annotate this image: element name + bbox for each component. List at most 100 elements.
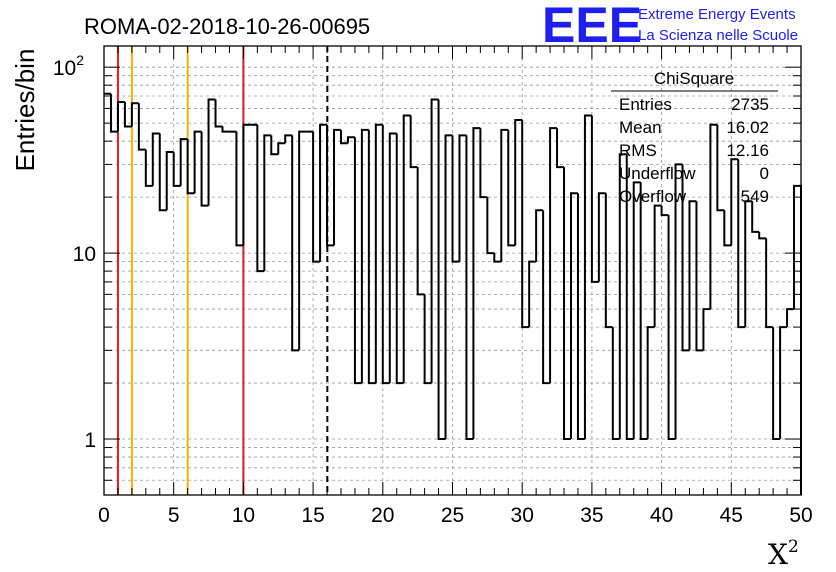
histogram-bin bbox=[632, 181, 641, 440]
histogram-bin bbox=[381, 124, 390, 385]
histogram-bin bbox=[235, 131, 244, 247]
histogram-bin bbox=[723, 210, 732, 247]
brand-line-2: La Scienza nelle Scuole bbox=[638, 27, 798, 44]
y-tick-label: 10 bbox=[73, 243, 96, 266]
histogram-bin bbox=[256, 124, 265, 273]
histogram-bin bbox=[583, 114, 592, 440]
histogram-bin bbox=[744, 200, 753, 328]
x-tick-label: 50 bbox=[789, 504, 812, 527]
histogram-bin bbox=[493, 253, 502, 263]
stat-value: 12.16 bbox=[726, 141, 769, 160]
histogram-bin bbox=[765, 238, 774, 329]
histogram-bin bbox=[430, 98, 439, 384]
histogram-bin bbox=[360, 128, 369, 384]
histogram-bin bbox=[556, 128, 565, 169]
histogram-bin bbox=[207, 98, 216, 206]
y-tick-label: 102 bbox=[53, 52, 84, 80]
histogram-bin bbox=[284, 134, 293, 144]
histogram-bin bbox=[625, 154, 634, 441]
y-axis: 1 10 102 bbox=[53, 52, 801, 496]
histogram-bin bbox=[514, 118, 523, 246]
histogram-bin bbox=[109, 93, 118, 133]
histogram-bin bbox=[716, 124, 725, 212]
stat-value: 0 bbox=[760, 164, 769, 183]
histogram-bin bbox=[179, 138, 188, 186]
histogram-bin bbox=[172, 151, 181, 187]
histogram-bin bbox=[130, 102, 139, 127]
x-tick-label: 0 bbox=[98, 504, 110, 527]
histogram-bin bbox=[507, 129, 516, 247]
histogram-bin bbox=[374, 123, 383, 384]
x-tick-label: 5 bbox=[168, 504, 180, 527]
x-axis-label-main: X bbox=[768, 538, 788, 571]
x-axis: 0 5 10 15 20 25 30 35 40 45 50 bbox=[98, 46, 813, 527]
x-tick-label: 35 bbox=[580, 504, 603, 527]
histogram-bin bbox=[465, 135, 474, 441]
histogram-bin bbox=[730, 158, 739, 246]
histogram-bin bbox=[193, 130, 202, 194]
histogram-bin bbox=[667, 215, 676, 441]
histogram-bin bbox=[528, 260, 537, 328]
histogram-bin bbox=[758, 231, 767, 240]
histogram-bin bbox=[611, 327, 620, 441]
histogram-bin bbox=[123, 101, 132, 128]
histogram-bin bbox=[144, 149, 153, 187]
histogram-bin bbox=[590, 115, 599, 283]
histogram-bin bbox=[151, 132, 160, 186]
histogram-bin bbox=[653, 204, 662, 328]
histogram-bin bbox=[604, 193, 613, 329]
x-tick-label: 45 bbox=[720, 504, 743, 527]
x-tick-label: 20 bbox=[371, 504, 394, 527]
eee-logo-text: EEE bbox=[542, 0, 642, 53]
stat-label: Entries bbox=[619, 95, 672, 114]
histogram-bin bbox=[535, 209, 544, 262]
histogram-bin bbox=[688, 200, 697, 351]
brand-line-1: Extreme Energy Events bbox=[638, 6, 796, 23]
histogram-bin bbox=[409, 115, 418, 169]
stat-label: Mean bbox=[619, 118, 662, 137]
histogram-bin bbox=[486, 197, 495, 255]
histogram-bin bbox=[660, 205, 669, 217]
histogram-bin bbox=[709, 123, 718, 310]
histogram-bin bbox=[312, 131, 321, 263]
eee-logo: EEE Extreme Energy Events La Scienza nel… bbox=[542, 0, 798, 53]
histogram-bin bbox=[242, 123, 251, 246]
histogram-bin bbox=[137, 103, 146, 151]
histogram-bin bbox=[639, 182, 648, 441]
stats-title: ChiSquare bbox=[654, 69, 734, 88]
x-tick-label: 40 bbox=[650, 504, 673, 527]
stat-label: Overflow bbox=[619, 187, 687, 206]
histogram-bin bbox=[214, 99, 223, 128]
histogram-bin bbox=[479, 128, 488, 199]
chart-title: ROMA-02-2018-10-26-00695 bbox=[84, 14, 370, 39]
histogram-bin bbox=[569, 192, 578, 440]
histogram-bin bbox=[353, 137, 362, 385]
histogram-bin bbox=[500, 128, 509, 262]
histogram-bin bbox=[674, 163, 683, 440]
stats-box: ChiSquare Entries 2735 Mean 16.02 RMS 12.16 Un… bbox=[611, 69, 778, 206]
stat-label: RMS bbox=[619, 141, 657, 160]
x-tick-label: 30 bbox=[511, 504, 534, 527]
histogram-bin bbox=[737, 159, 746, 329]
histogram-bin bbox=[521, 119, 530, 329]
histogram-bin bbox=[437, 99, 446, 441]
histogram-bin bbox=[472, 127, 481, 440]
histogram-bin bbox=[646, 326, 655, 440]
y-tick-label: 1 bbox=[84, 429, 96, 452]
x-tick-label: 15 bbox=[301, 504, 324, 527]
histogram-bin bbox=[367, 129, 376, 385]
histogram-bin bbox=[618, 153, 627, 440]
histogram-bin bbox=[395, 133, 404, 385]
histogram-bin bbox=[277, 142, 286, 155]
histogram-bin bbox=[339, 129, 348, 145]
histogram-bin bbox=[751, 201, 760, 233]
histogram-bin bbox=[779, 326, 788, 440]
y-axis-label: Entries/bin bbox=[10, 49, 40, 172]
histogram-bin bbox=[458, 134, 467, 262]
stat-value: 2735 bbox=[731, 95, 769, 114]
histogram-bin bbox=[786, 308, 795, 328]
histogram-bin bbox=[291, 135, 300, 352]
x-axis-label: X2 bbox=[768, 537, 799, 571]
histogram-bin bbox=[423, 294, 432, 385]
